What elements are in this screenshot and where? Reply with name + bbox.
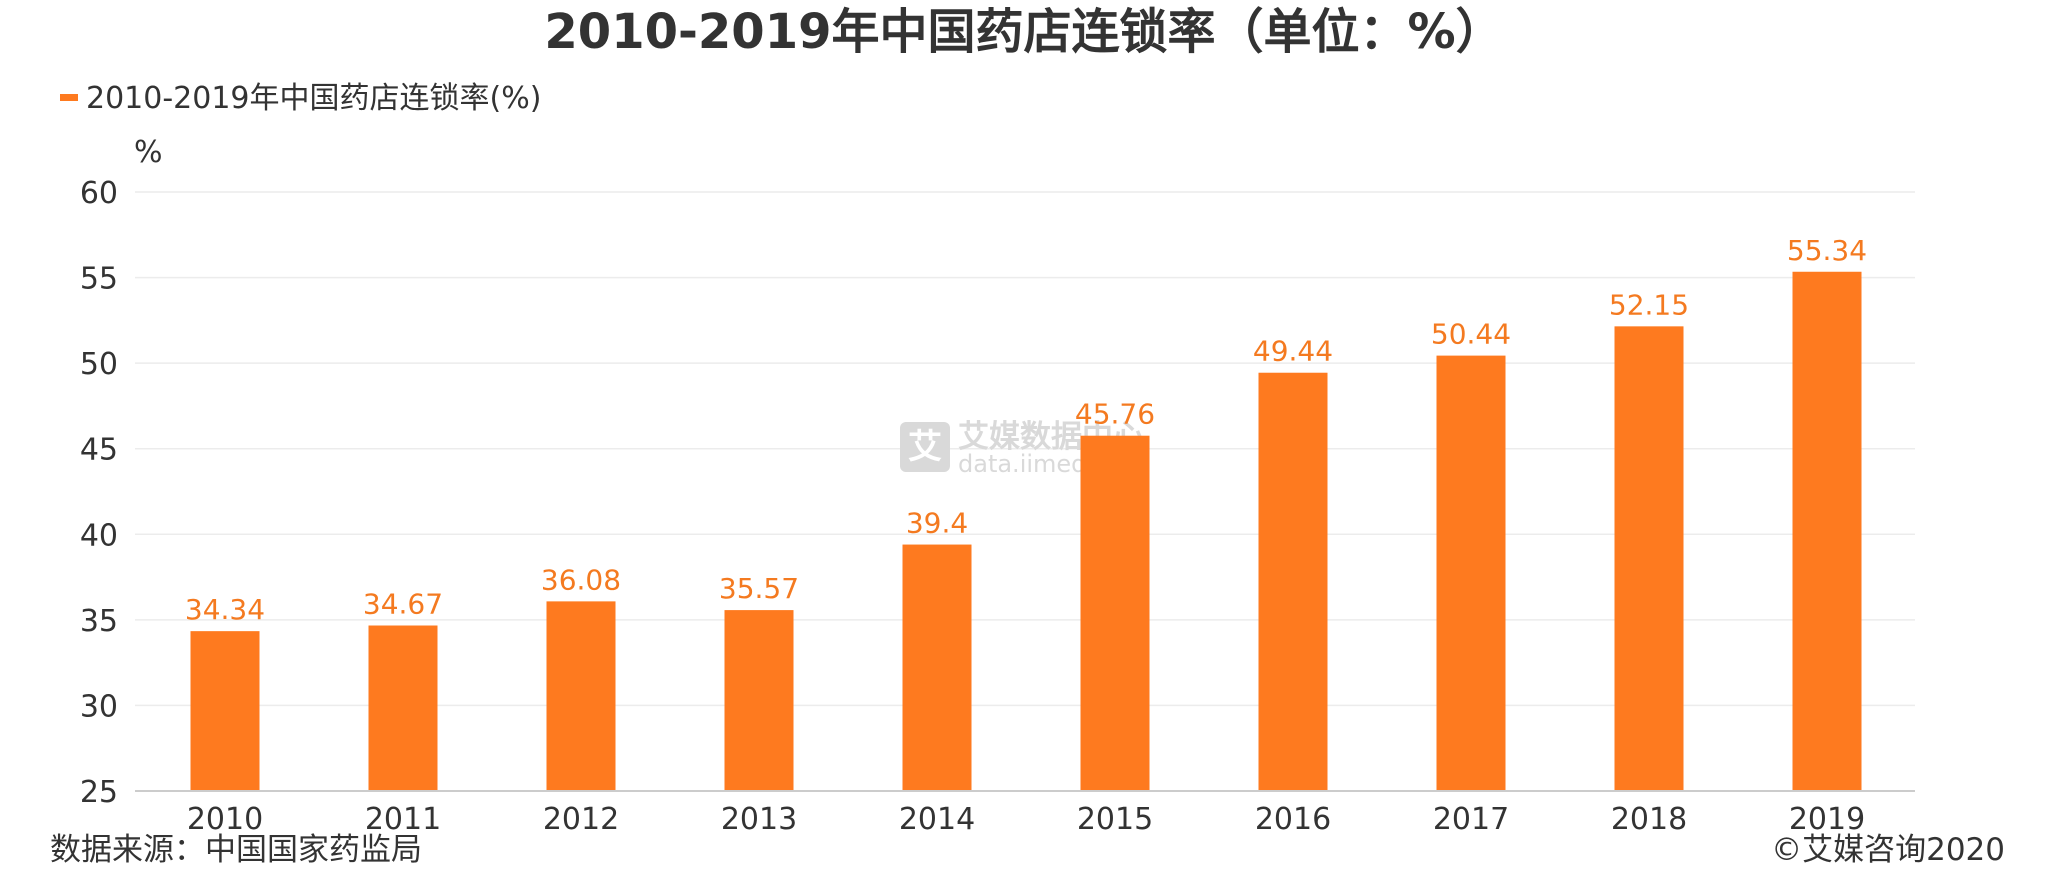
y-axis-unit: % bbox=[134, 135, 163, 170]
copyright: ©艾媒咨询2020 bbox=[1771, 832, 2005, 868]
x-tick-label: 2017 bbox=[1433, 802, 1509, 837]
x-tick-label: 2014 bbox=[899, 802, 975, 837]
data-label: 50.44 bbox=[1431, 318, 1511, 351]
y-tick-label: 30 bbox=[80, 689, 118, 724]
x-tick-label: 2019 bbox=[1789, 802, 1865, 837]
x-tick-label: 2012 bbox=[543, 802, 619, 837]
bar[interactable] bbox=[902, 544, 972, 791]
y-tick-label: 25 bbox=[80, 775, 118, 810]
data-label: 36.08 bbox=[541, 563, 621, 596]
y-tick-label: 60 bbox=[80, 176, 118, 211]
legend-swatch bbox=[60, 94, 78, 101]
data-label: 45.76 bbox=[1075, 398, 1155, 431]
y-tick-label: 55 bbox=[80, 262, 118, 297]
bar[interactable] bbox=[190, 631, 260, 791]
bar[interactable] bbox=[1792, 271, 1862, 791]
data-label: 49.44 bbox=[1253, 335, 1333, 368]
x-tick-label: 2018 bbox=[1611, 802, 1687, 837]
data-label: 34.67 bbox=[363, 588, 443, 621]
grid-lines bbox=[135, 191, 1915, 707]
bar[interactable] bbox=[1258, 372, 1328, 791]
bar[interactable] bbox=[724, 610, 794, 791]
y-tick-label: 35 bbox=[80, 604, 118, 639]
bar[interactable] bbox=[1436, 355, 1506, 791]
x-tick-label: 2010 bbox=[187, 802, 263, 837]
source-note: 数据来源：中国国家药监局 bbox=[50, 832, 422, 868]
chart-title: 2010-2019年中国药店连锁率（单位：%） bbox=[544, 4, 1503, 60]
data-label: 52.15 bbox=[1609, 288, 1689, 321]
y-tick-label: 50 bbox=[80, 347, 118, 382]
data-label: 35.57 bbox=[719, 572, 799, 605]
x-tick-label: 2013 bbox=[721, 802, 797, 837]
x-axis-ticks: 2010 2011 2012 2013 2014 2015 2016 2017 2018 2019 bbox=[187, 802, 1865, 837]
y-axis-ticks: 25 30 35 40 45 50 55 60 bbox=[80, 176, 118, 810]
x-tick-label: 2015 bbox=[1077, 802, 1153, 837]
watermark-logo-icon bbox=[900, 422, 950, 472]
data-label: 34.34 bbox=[185, 593, 265, 626]
y-tick-label: 40 bbox=[80, 518, 118, 553]
bar[interactable] bbox=[1614, 326, 1684, 791]
bar[interactable] bbox=[546, 601, 616, 791]
y-tick-label: 45 bbox=[80, 433, 118, 468]
x-tick-label: 2016 bbox=[1255, 802, 1331, 837]
legend[interactable]: 2010-2019年中国药店连锁率(%) bbox=[60, 81, 541, 116]
data-label: 39.4 bbox=[906, 507, 968, 540]
bar[interactable] bbox=[1080, 435, 1150, 791]
watermark-logo-char: 艾 bbox=[908, 427, 942, 467]
bars bbox=[190, 271, 1862, 791]
bar[interactable] bbox=[368, 625, 438, 791]
data-labels: 34.34 34.67 36.08 35.57 39.4 45.76 49.44 50.44 5… bbox=[185, 234, 1867, 626]
legend-label: 2010-2019年中国药店连锁率(%) bbox=[86, 81, 541, 116]
x-tick-label: 2011 bbox=[365, 802, 441, 837]
data-label: 55.34 bbox=[1787, 234, 1867, 267]
